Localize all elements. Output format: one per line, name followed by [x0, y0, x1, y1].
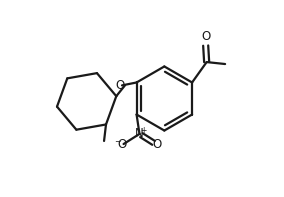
- Text: O: O: [116, 79, 125, 92]
- Text: O: O: [153, 138, 162, 151]
- Text: −: −: [114, 138, 120, 147]
- Text: O: O: [117, 138, 126, 151]
- Text: N: N: [135, 127, 144, 140]
- Text: O: O: [201, 30, 210, 43]
- Text: +: +: [140, 126, 147, 135]
